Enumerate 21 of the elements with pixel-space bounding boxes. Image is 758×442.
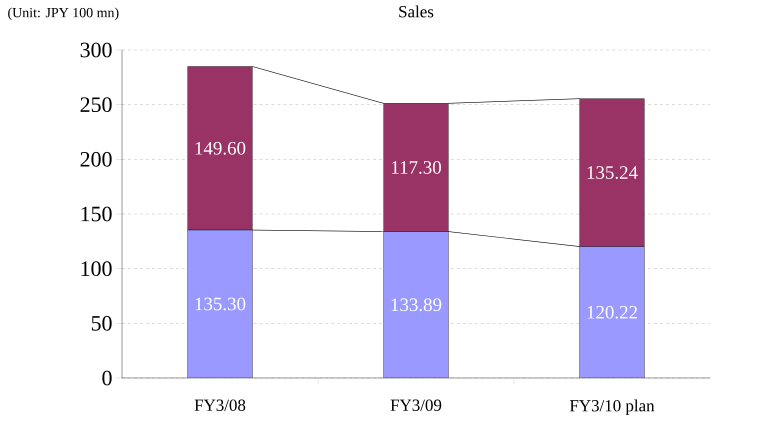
data-label: 133.89 (392, 298, 442, 312)
y-tick-label: 150 (82, 206, 112, 222)
data-label: 135.30 (196, 298, 246, 310)
y-tick-label: 300 (80, 42, 112, 58)
y-tick-label: 0 (102, 370, 112, 386)
x-tick-label: FY3/09 (390, 400, 442, 411)
text: (Unit: JPY 100 mn) (8, 8, 118, 20)
y-tick-label: 200 (80, 152, 112, 167)
y-tick-label: 250 (80, 97, 112, 112)
x-tick-label: FY3/10 plan (570, 400, 654, 415)
bar (384, 232, 448, 378)
y-tick-label: 50 (92, 316, 112, 331)
data-label: 135.24 (588, 166, 638, 180)
y-tick-label: 100 (82, 261, 112, 276)
data-label: 117.30 (392, 161, 441, 174)
data-label: 149.60 (196, 142, 246, 155)
chart-title: Sales (399, 6, 434, 18)
bar (188, 230, 252, 378)
bar (579, 246, 645, 378)
data-label: 120.22 (588, 306, 637, 319)
x-tick-label: FY3/08 (194, 400, 246, 411)
